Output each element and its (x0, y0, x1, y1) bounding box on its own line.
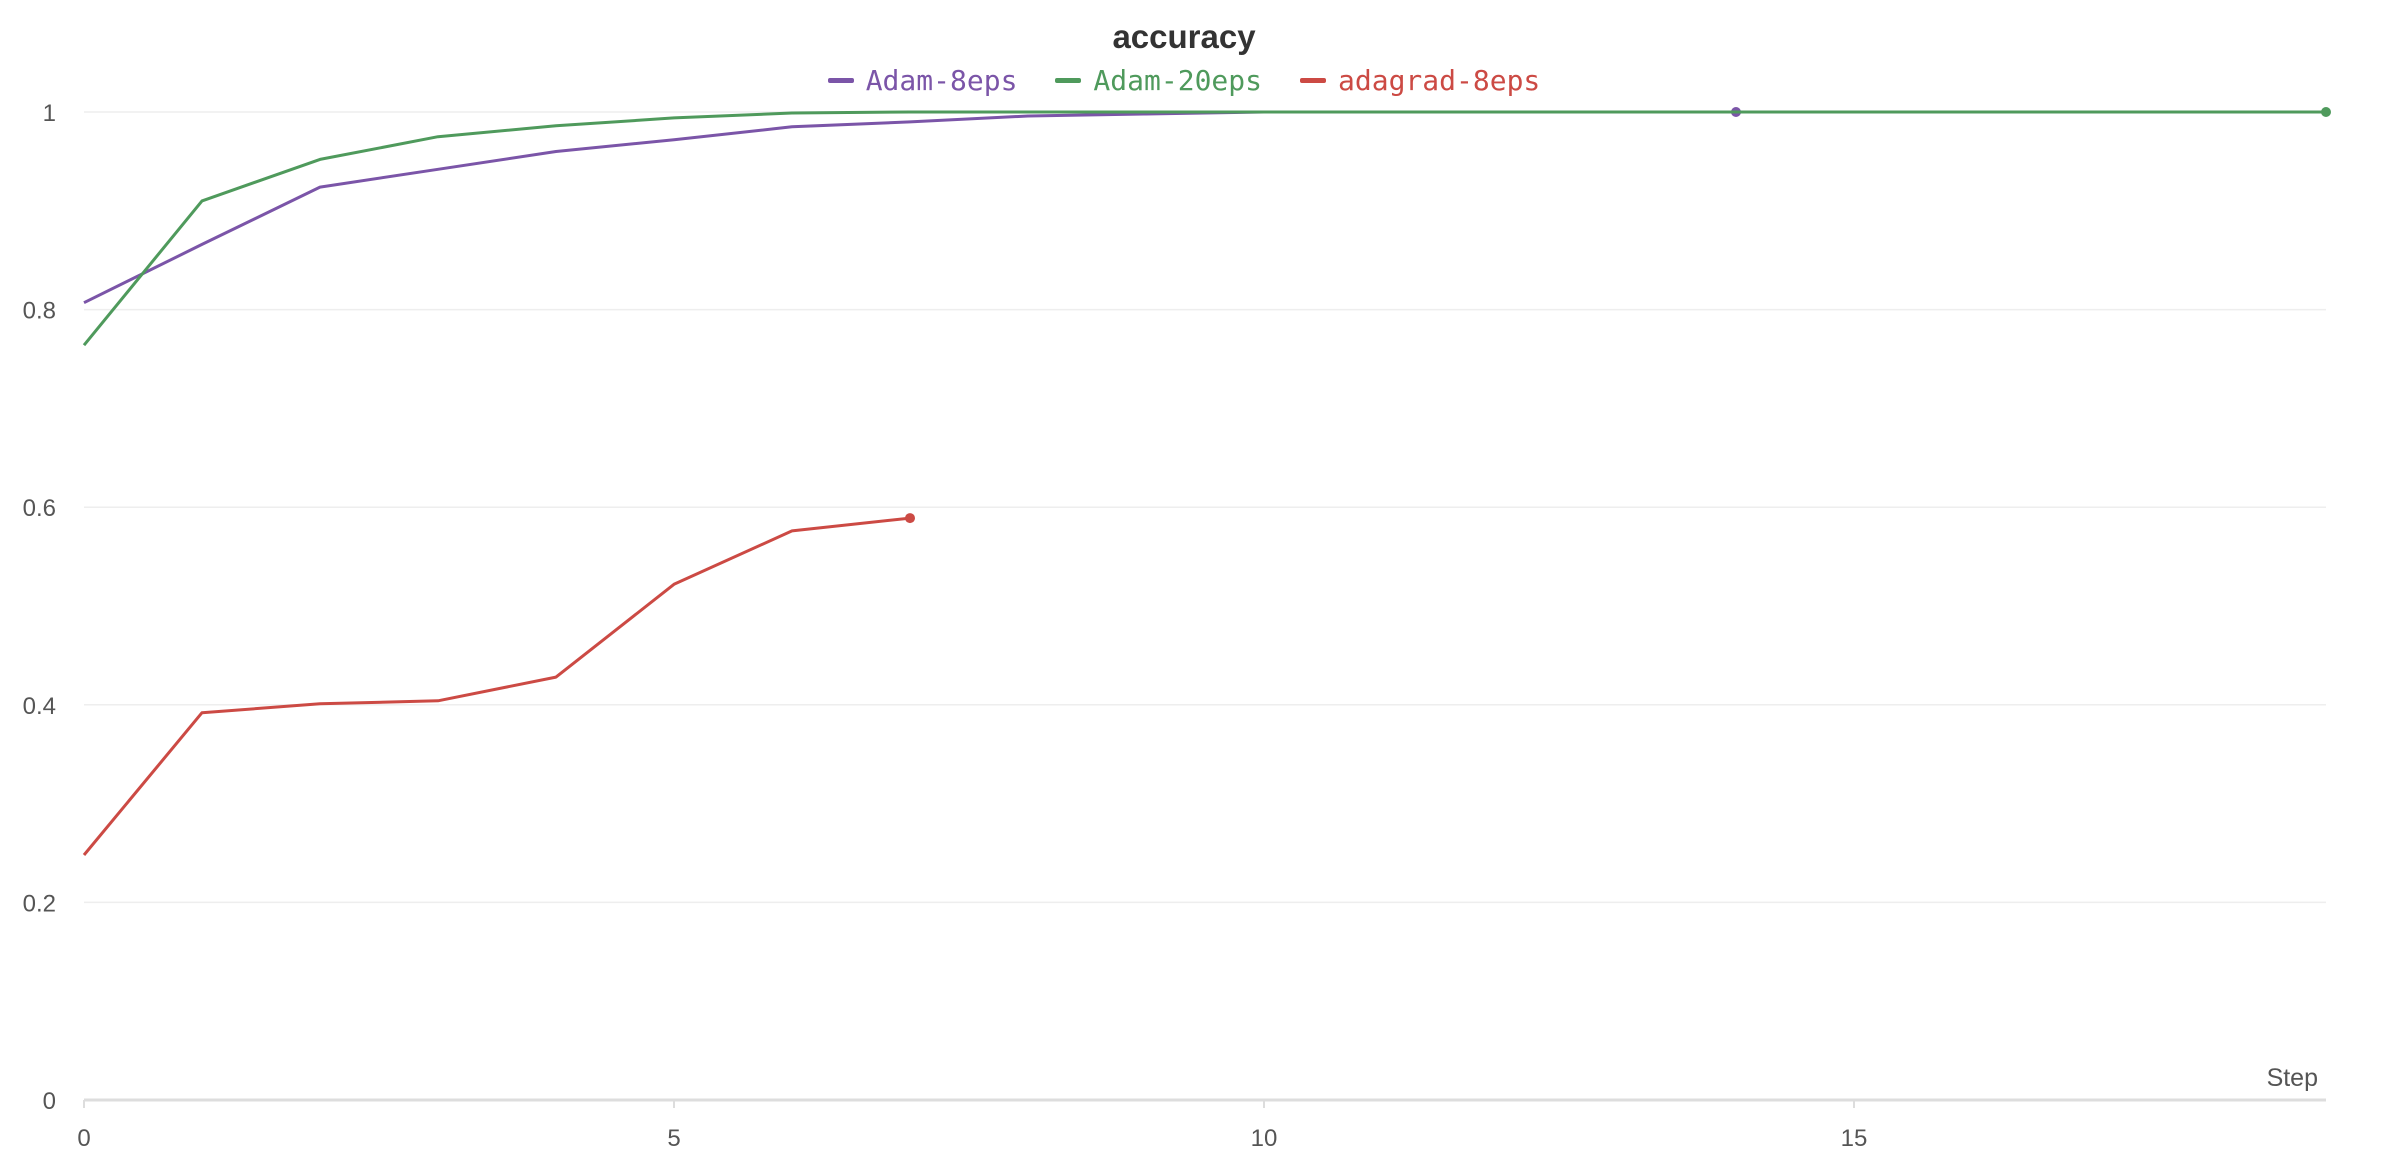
legend-label-adam-20eps: Adam-20eps (1093, 64, 1262, 97)
legend-swatch-adam-8eps (827, 78, 854, 83)
series-line-adam-8eps (83, 110, 1736, 305)
y-tick-label: 1 (43, 100, 56, 127)
series-end-marker-adam-20eps (2321, 107, 2331, 117)
series-end-marker-adagrad-8eps (905, 513, 915, 524)
series-line-adam-20eps (82, 110, 2326, 347)
y-tick-label: 0.6 (23, 495, 56, 522)
legend-label-adagrad-8eps: adagrad-8eps (1338, 64, 1541, 97)
legend-swatch-adam-20eps (1055, 78, 1082, 83)
y-tick-label: 0.8 (23, 298, 56, 325)
series-line-adagrad-8eps (82, 516, 911, 856)
legend: Adam-8eps Adam-20eps adagrad-8eps (0, 64, 2368, 97)
x-axis-label: Step (2267, 1064, 2318, 1092)
x-tick-label: 15 (1841, 1125, 1868, 1152)
x-tick-label: 10 (1251, 1125, 1278, 1152)
legend-swatch-adagrad-8eps (1300, 78, 1326, 83)
legend-label-adam-8eps: Adam-8eps (865, 64, 1018, 97)
x-tick-label: 0 (77, 1125, 90, 1152)
y-tick-label: 0.2 (23, 890, 56, 917)
y-tick-label: 0.4 (23, 693, 56, 720)
y-tick-label: 0 (43, 1088, 56, 1115)
legend-item-adam-8eps[interactable]: Adam-8eps (827, 64, 1018, 97)
chart-title: accuracy (1112, 18, 1256, 55)
legend-item-adam-20eps[interactable]: Adam-20eps (1055, 64, 1262, 97)
x-tick-label: 5 (667, 1125, 680, 1152)
legend-item-adagrad-8eps[interactable]: adagrad-8eps (1300, 64, 1540, 97)
